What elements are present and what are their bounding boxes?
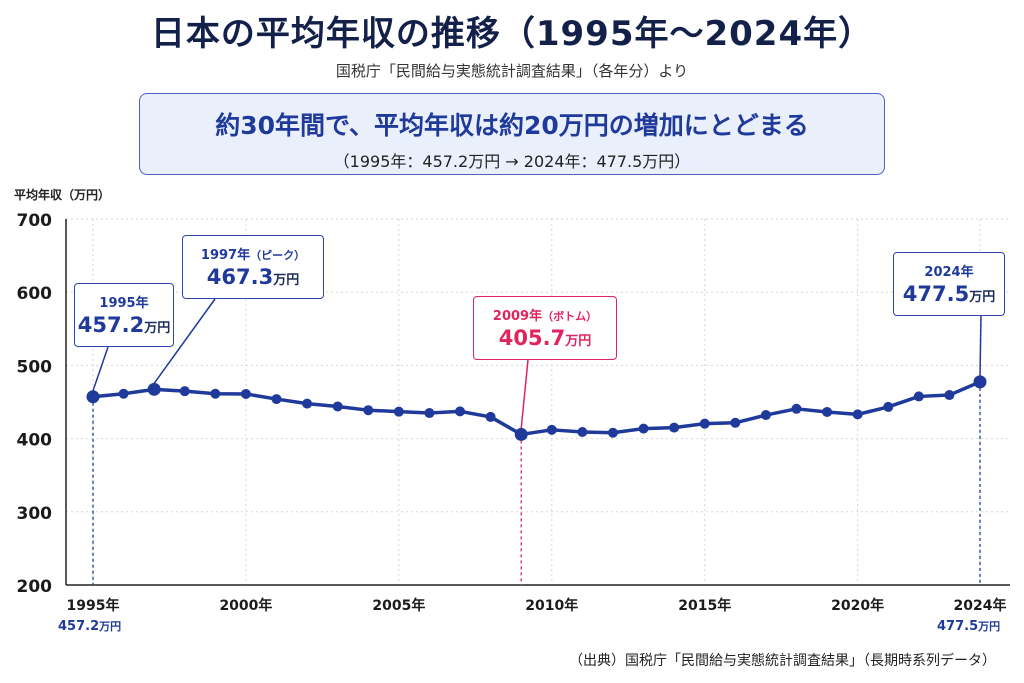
y-axis-label: 平均年収（万円） <box>14 188 111 202</box>
y-tick-label-500: 500 <box>17 357 53 377</box>
callout-pointer-2009 <box>520 359 529 429</box>
edge-left-unit: 万円 <box>99 620 122 633</box>
source-note: （出典）国税庁「民間給与実態統計調査結果」（長期時系列データ） <box>569 653 996 669</box>
callout-pointer-1997 <box>153 298 216 384</box>
data-point-2001 <box>271 394 282 405</box>
data-point-2003 <box>332 401 343 412</box>
callout-peak-note: （ピーク） <box>250 249 306 262</box>
data-point-2010 <box>546 424 557 435</box>
callout-2024-year: 2024年 <box>924 265 974 280</box>
data-point-2005 <box>393 406 404 417</box>
chart-subtitle: 国税庁「民間給与実態統計調査結果」（各年分）より <box>335 62 689 80</box>
callout-1995: 1995年 457.2万円 <box>74 283 174 347</box>
data-point-2017 <box>760 410 771 421</box>
edge-label-right: 477.5万円 <box>937 618 1000 634</box>
data-point-2016 <box>730 417 741 428</box>
x-tick-label-2024: 2024年 <box>954 597 1007 614</box>
data-point-2012 <box>607 427 618 438</box>
x-tick-label-2005: 2005年 <box>372 597 425 614</box>
data-point-2013 <box>638 423 649 434</box>
data-point-1996 <box>118 388 129 399</box>
data-point-2021 <box>883 401 894 412</box>
chart-title: 日本の平均年収の推移（1995年〜2024年） <box>150 14 874 54</box>
callout-1995-year: 1995年 <box>99 296 149 311</box>
data-point-2009 <box>514 427 528 441</box>
x-tick-label-1995: 1995年 <box>67 597 120 614</box>
data-point-2008 <box>485 411 496 422</box>
data-point-1999 <box>210 388 221 399</box>
data-point-2006 <box>424 408 435 419</box>
y-tick-label-400: 400 <box>17 431 53 451</box>
edge-right-value: 477.5 <box>937 619 979 634</box>
x-tick-label-2015: 2015年 <box>678 597 731 614</box>
data-point-2019 <box>822 406 833 417</box>
y-tick-label-600: 600 <box>17 284 53 304</box>
summary-headline: 約30年間で、平均年収は約20万円の増加にとどまる <box>215 111 809 140</box>
callout-bottom-value: 405.7 <box>498 326 566 350</box>
callout-peak-unit: 万円 <box>273 273 300 288</box>
x-tick-label-2000: 2000年 <box>219 597 272 614</box>
x-tick-label-2010: 2010年 <box>525 597 578 614</box>
summary-box: 約30年間で、平均年収は約20万円の増加にとどまる （1995年：457.2万円… <box>139 93 885 175</box>
callout-pointer-2024 <box>979 315 982 376</box>
data-point-2018 <box>791 403 802 414</box>
callout-2009-bottom: 2009年（ボトム） 405.7万円 <box>473 296 617 360</box>
data-point-2000 <box>240 388 251 399</box>
data-point-2023 <box>944 390 955 401</box>
data-point-1998 <box>179 386 190 397</box>
data-point-2007 <box>455 406 466 417</box>
callout-peak-value: 467.3 <box>206 265 274 289</box>
callout-2024: 2024年 477.5万円 <box>893 252 1005 316</box>
data-point-1997 <box>147 382 161 396</box>
callout-1995-unit: 万円 <box>144 321 171 336</box>
y-tick-label-700: 700 <box>17 211 53 231</box>
callout-bottom-note: （ボトム） <box>542 310 598 323</box>
callout-peak-year: 1997年 <box>200 248 251 263</box>
callout-bottom-year: 2009年 <box>492 309 543 324</box>
summary-detail: （1995年：457.2万円 → 2024年：477.5万円） <box>333 152 691 171</box>
data-point-2022 <box>913 391 924 402</box>
data-point-2002 <box>302 398 313 409</box>
data-point-1995 <box>86 390 100 404</box>
callout-2024-value: 477.5 <box>902 282 970 306</box>
y-tick-label-300: 300 <box>17 504 53 524</box>
callout-bottom-unit: 万円 <box>565 334 592 349</box>
edge-left-value: 457.2 <box>58 619 100 634</box>
x-tick-label-2020: 2020年 <box>831 597 884 614</box>
data-point-2004 <box>363 405 374 416</box>
callout-pointer-1995 <box>92 346 109 391</box>
data-point-2020 <box>852 409 863 420</box>
edge-label-left: 457.2万円 <box>58 618 121 634</box>
y-tick-label-200: 200 <box>17 577 53 597</box>
data-point-2015 <box>699 418 710 429</box>
edge-right-unit: 万円 <box>978 620 1001 633</box>
data-point-2014 <box>669 422 680 433</box>
series-line <box>92 380 981 437</box>
data-point-2024 <box>973 375 987 389</box>
callout-1995-value: 457.2 <box>77 313 145 337</box>
callout-2024-unit: 万円 <box>969 290 996 305</box>
callout-1997-peak: 1997年（ピーク） 467.3万円 <box>182 235 324 299</box>
data-point-2011 <box>577 427 588 438</box>
